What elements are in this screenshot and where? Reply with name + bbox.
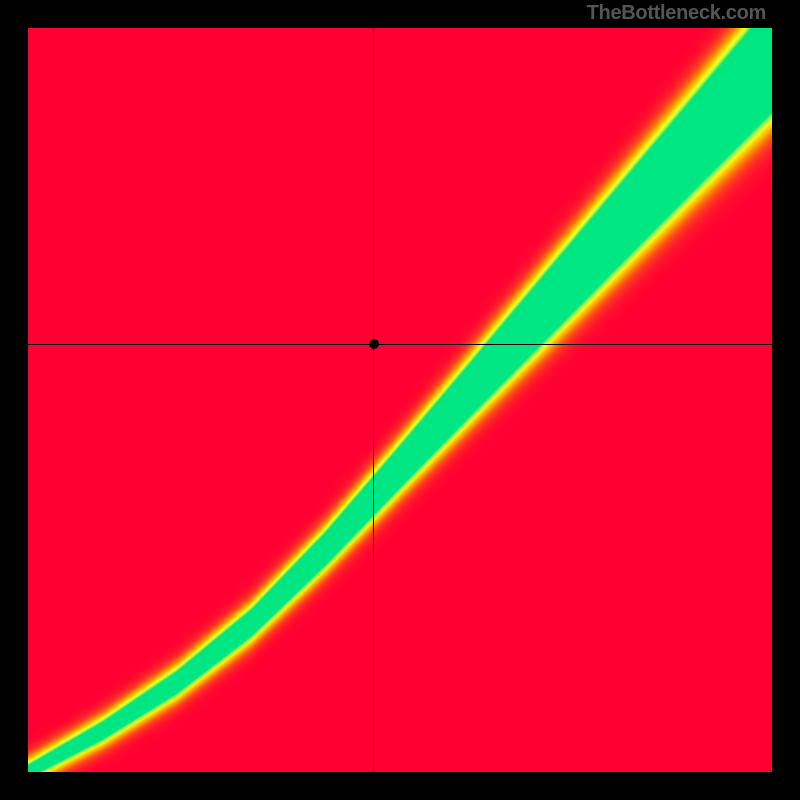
crosshair-vertical bbox=[373, 28, 374, 772]
watermark-text: TheBottleneck.com bbox=[587, 2, 766, 25]
crosshair-horizontal bbox=[28, 344, 772, 345]
chart-container: TheBottleneck.com bbox=[0, 0, 800, 800]
heatmap-plot bbox=[28, 28, 772, 772]
